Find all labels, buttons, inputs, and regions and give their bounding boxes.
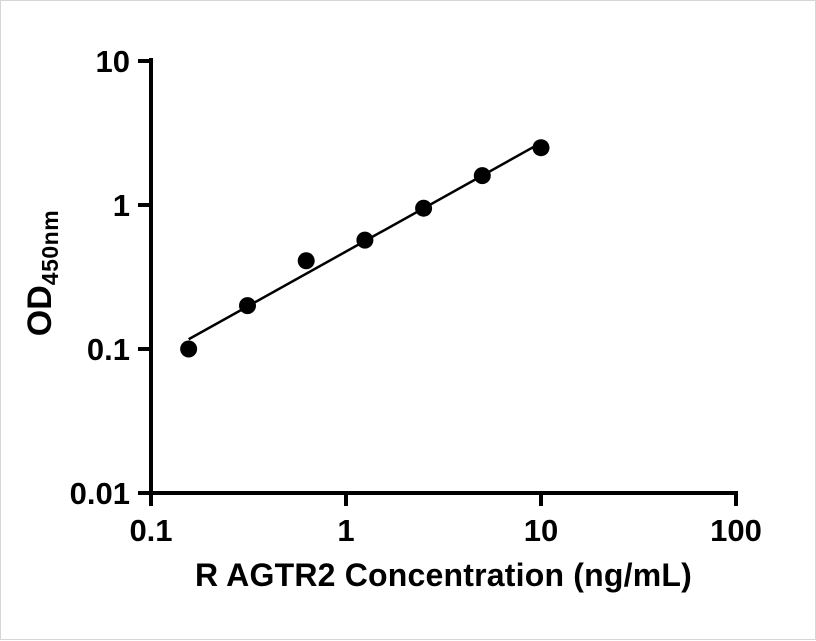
data-point	[238, 297, 256, 315]
y-axis-title: OD450nm	[21, 163, 65, 383]
y-tick-label: 0.01	[70, 476, 130, 511]
data-point	[415, 199, 433, 217]
x-tick-label: 1	[337, 513, 354, 548]
y-tick-label: 0.1	[87, 332, 130, 367]
x-tick-label: 0.1	[129, 513, 172, 548]
y-axis-title-main: OD	[21, 285, 59, 337]
y-tick-label: 1	[113, 188, 130, 223]
x-axis-title: R AGTR2 Concentration (ng/mL)	[194, 557, 693, 593]
data-point	[180, 340, 198, 358]
y-axis-title-subscript: 450nm	[37, 209, 63, 286]
x-tick-label: 10	[524, 513, 558, 548]
x-tick-label: 100	[710, 513, 762, 548]
data-point	[297, 252, 315, 270]
data-point	[356, 231, 374, 249]
data-point	[532, 139, 550, 157]
data-point	[473, 167, 491, 185]
y-tick-label: 10	[96, 44, 130, 79]
